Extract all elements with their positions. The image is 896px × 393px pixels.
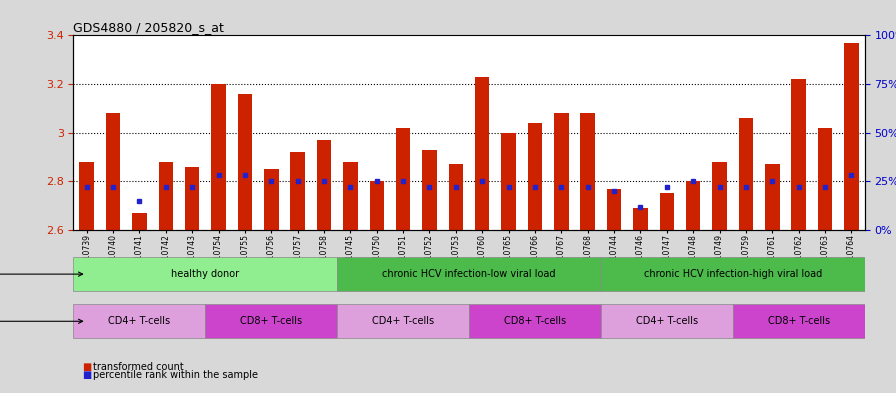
Bar: [159, 162, 173, 230]
Bar: [659, 193, 674, 230]
Bar: [554, 113, 569, 230]
Bar: [733, 305, 865, 338]
Bar: [528, 123, 542, 230]
Text: GDS4880 / 205820_s_at: GDS4880 / 205820_s_at: [73, 21, 224, 34]
Bar: [818, 128, 832, 230]
Bar: [422, 150, 436, 230]
Bar: [581, 113, 595, 230]
Bar: [73, 257, 337, 291]
Bar: [369, 181, 384, 230]
Text: chronic HCV infection-high viral load: chronic HCV infection-high viral load: [643, 269, 822, 279]
Text: ■: ■: [82, 370, 91, 380]
Bar: [317, 140, 332, 230]
Text: ■: ■: [82, 362, 91, 372]
Text: CD4+ T-cells: CD4+ T-cells: [372, 316, 435, 326]
Bar: [470, 305, 601, 338]
Bar: [237, 94, 252, 230]
Bar: [738, 118, 754, 230]
Bar: [475, 77, 489, 230]
Bar: [290, 152, 305, 230]
Text: chronic HCV infection-low viral load: chronic HCV infection-low viral load: [383, 269, 556, 279]
Bar: [211, 84, 226, 230]
Bar: [106, 113, 120, 230]
Bar: [449, 164, 463, 230]
Bar: [185, 167, 200, 230]
Bar: [712, 162, 727, 230]
Bar: [633, 208, 648, 230]
Text: transformed count: transformed count: [93, 362, 184, 372]
Bar: [73, 305, 205, 338]
Bar: [844, 43, 858, 230]
Text: cell type: cell type: [0, 316, 82, 326]
Bar: [264, 169, 279, 230]
Bar: [132, 213, 147, 230]
Text: disease state: disease state: [0, 269, 82, 279]
Bar: [607, 189, 621, 230]
Text: healthy donor: healthy donor: [171, 269, 239, 279]
Bar: [205, 305, 337, 338]
Text: CD8+ T-cells: CD8+ T-cells: [768, 316, 830, 326]
Bar: [791, 79, 806, 230]
Text: CD4+ T-cells: CD4+ T-cells: [108, 316, 170, 326]
Text: CD8+ T-cells: CD8+ T-cells: [504, 316, 566, 326]
Bar: [601, 257, 865, 291]
Bar: [80, 162, 94, 230]
Bar: [601, 305, 733, 338]
Text: percentile rank within the sample: percentile rank within the sample: [93, 370, 258, 380]
Bar: [765, 164, 780, 230]
Text: CD8+ T-cells: CD8+ T-cells: [240, 316, 302, 326]
Bar: [396, 128, 410, 230]
Bar: [337, 305, 470, 338]
Text: CD4+ T-cells: CD4+ T-cells: [636, 316, 698, 326]
Bar: [686, 181, 701, 230]
Bar: [343, 162, 358, 230]
Bar: [337, 257, 601, 291]
Bar: [502, 132, 516, 230]
